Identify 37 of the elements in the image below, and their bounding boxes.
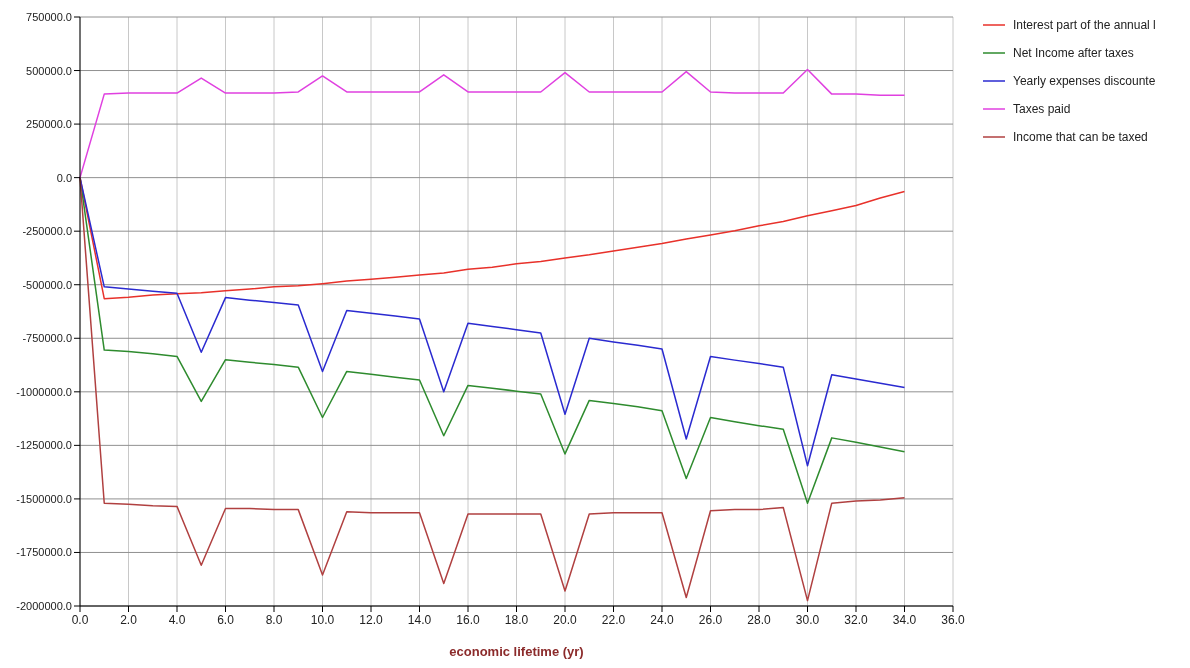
- y-tick-label: 250000.0: [26, 118, 72, 131]
- y-tick-label: -2000000.0: [16, 600, 72, 612]
- x-tick-label: 32.0: [844, 613, 868, 627]
- x-tick-label: 28.0: [747, 613, 771, 627]
- x-tick-label: 30.0: [795, 613, 820, 627]
- x-tick-label: 0.0: [71, 613, 89, 627]
- x-tick-label: 16.0: [456, 613, 480, 627]
- x-axis-title: economic lifetime (yr): [449, 644, 584, 659]
- x-tick-label: 12.0: [359, 613, 383, 627]
- x-tick-label: 14.0: [407, 613, 432, 627]
- x-tick-label: 22.0: [601, 613, 626, 627]
- y-tick-label: -500000.0: [22, 278, 72, 291]
- y-tick-label: -1000000.0: [16, 385, 72, 398]
- x-tick-label: 10.0: [310, 613, 335, 627]
- x-tick-label: 24.0: [650, 613, 674, 627]
- x-tick-label: 4.0: [168, 613, 186, 627]
- legend-label: Interest part of the annual l: [1013, 18, 1156, 32]
- legend-label: Net Income after taxes: [1013, 46, 1134, 60]
- x-tick-label: 8.0: [265, 613, 283, 627]
- x-tick-label: 20.0: [553, 613, 577, 627]
- legend-label: Taxes paid: [1013, 102, 1071, 116]
- x-tick-label: 2.0: [120, 613, 138, 627]
- x-tick-label: 6.0: [217, 613, 235, 627]
- x-tick-label: 34.0: [892, 613, 917, 627]
- y-tick-label: 0.0: [56, 171, 72, 184]
- y-tick-label: -1250000.0: [16, 439, 72, 452]
- x-tick-label: 36.0: [941, 613, 965, 627]
- y-tick-label: -1750000.0: [16, 546, 72, 559]
- legend-label: Income that can be taxed: [1013, 130, 1148, 144]
- y-tick-label: -1500000.0: [16, 492, 72, 505]
- y-tick-label: 750000.0: [26, 11, 72, 23]
- y-tick-label: -750000.0: [22, 332, 72, 345]
- x-tick-label: 26.0: [698, 613, 723, 627]
- y-tick-label: -250000.0: [22, 225, 72, 238]
- x-tick-label: 18.0: [504, 613, 529, 627]
- y-tick-label: 500000.0: [26, 64, 72, 77]
- legend-label: Yearly expenses discounte: [1013, 74, 1156, 88]
